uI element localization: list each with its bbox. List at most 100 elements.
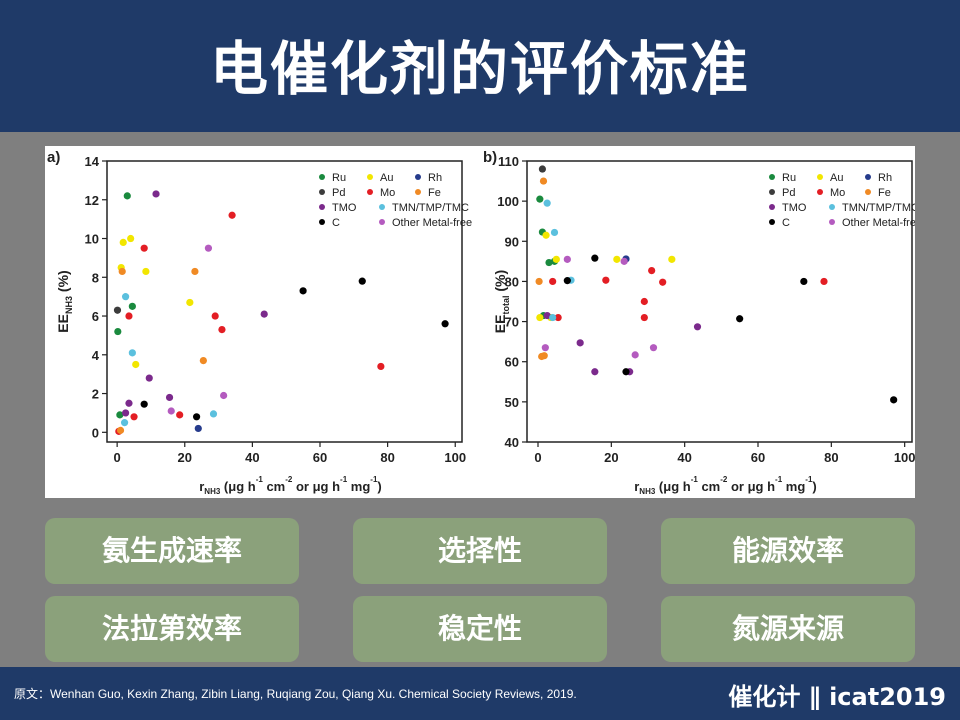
- data-point: [540, 352, 548, 360]
- x-tick-label: 20: [604, 450, 618, 465]
- y-tick-label: 60: [505, 355, 519, 370]
- data-point: [140, 244, 148, 252]
- x-tick-label: 60: [313, 450, 327, 465]
- legend-marker: [415, 174, 421, 180]
- panel-label: b): [483, 149, 497, 166]
- data-point: [121, 293, 130, 301]
- legend-label: Au: [830, 172, 843, 184]
- legend-marker: [817, 189, 823, 195]
- x-tick-label: 40: [245, 450, 259, 465]
- legend-label: Rh: [878, 172, 892, 184]
- legend-label: Pd: [782, 187, 795, 199]
- data-point: [218, 326, 226, 334]
- legend-marker: [769, 174, 775, 180]
- x-tick-label: 0: [114, 450, 121, 465]
- data-point: [545, 258, 553, 267]
- data-point: [125, 312, 133, 320]
- data-point: [165, 393, 174, 402]
- data-point: [536, 313, 544, 322]
- data-point: [549, 313, 557, 322]
- y-tick-label: 12: [85, 193, 99, 208]
- data-point: [563, 277, 571, 285]
- data-point: [535, 277, 543, 286]
- data-point: [120, 419, 129, 427]
- y-tick-label: 8: [92, 270, 99, 285]
- legend-label: Ru: [332, 172, 346, 184]
- data-point: [113, 306, 122, 314]
- x-axis-label: rNH3​ (μg h-1​ cm-2​ or μg h-1​ mg-1​): [634, 475, 817, 496]
- data-point: [620, 257, 628, 265]
- data-point: [192, 413, 201, 421]
- panel-label: a): [47, 149, 60, 166]
- nh3-rate-button[interactable]: 氨生成速率: [45, 518, 299, 584]
- data-point: [116, 411, 124, 419]
- plot-frame: [106, 160, 463, 443]
- legend-marker: [829, 219, 835, 225]
- data-point: [152, 190, 160, 198]
- legend-marker: [367, 174, 373, 180]
- data-point: [640, 313, 648, 322]
- legend-marker: [319, 219, 325, 225]
- nitrogen-source-button[interactable]: 氮源来源: [661, 596, 915, 662]
- legend-marker: [415, 189, 421, 195]
- chart-b: b) 0 20 40 60 80 100 40 50 60 70 80 90 100 110 rNH3​ (μ…: [483, 149, 915, 496]
- y-tick-label: 110: [498, 154, 519, 169]
- data-point: [538, 165, 546, 173]
- legend-marker: [319, 174, 325, 180]
- data-point: [622, 368, 630, 376]
- data-point: [659, 278, 667, 286]
- legend-label: Ru: [782, 172, 796, 184]
- y-tick-label: 2: [92, 387, 99, 402]
- data-point: [542, 231, 550, 239]
- data-point: [121, 409, 130, 417]
- legend-marker: [379, 219, 385, 225]
- data-point: [128, 349, 136, 357]
- energy-efficiency-button[interactable]: 能源效率: [661, 518, 915, 584]
- legend-label: Other Metal-free: [392, 217, 472, 229]
- legend-marker: [367, 189, 373, 195]
- y-tick-label: 90: [505, 234, 519, 249]
- data-point: [145, 374, 153, 382]
- data-point: [563, 255, 571, 263]
- footer-bar: 原文：Wenhan Guo, Kexin Zhang, Zibin Liang,…: [0, 667, 960, 720]
- data-point: [132, 360, 140, 369]
- stability-button[interactable]: 稳定性: [353, 596, 607, 662]
- legend-label: C: [782, 217, 790, 229]
- legend-marker: [829, 204, 835, 210]
- y-axis-label: EEtotal (%): [492, 270, 511, 333]
- data-point: [668, 255, 676, 263]
- brand-logo: 催化计 ∥ icat2019: [728, 683, 946, 711]
- x-tick-label: 60: [751, 450, 765, 465]
- y-tick-label: 14: [85, 154, 100, 169]
- legend: Ru Au Rh Pd Mo Fe TMO TMN/TMP/TMC C Other Metal-f…: [319, 172, 472, 229]
- y-tick-label: 4: [92, 348, 100, 363]
- data-point: [576, 339, 584, 347]
- y-axis-label: EENH3 (%): [55, 270, 74, 332]
- title-banner: 电催化剂的评价标准: [0, 0, 960, 132]
- selectivity-button[interactable]: 选择性: [353, 518, 607, 584]
- data-point: [228, 211, 236, 219]
- data-point: [119, 238, 127, 246]
- legend-label: TMN/TMP/TMC: [842, 202, 915, 214]
- legend-label: Fe: [428, 187, 441, 199]
- data-point: [631, 351, 639, 359]
- legend-marker: [319, 189, 325, 195]
- data-point: [116, 426, 125, 434]
- legend-label: Pd: [332, 187, 345, 199]
- y-tick-label: 6: [92, 309, 99, 324]
- data-point: [140, 400, 148, 408]
- data-point: [539, 177, 548, 185]
- chart-a: a) 0 20 40 60 80 100 0 2 4 6 8 10 12 14 rNH3​ (μg h-1​ …: [47, 149, 472, 496]
- x-tick-label: 80: [380, 450, 394, 465]
- legend-label: Fe: [878, 187, 891, 199]
- data-point: [648, 266, 656, 275]
- data-point: [128, 302, 136, 310]
- data-point: [541, 344, 549, 352]
- data-point: [640, 297, 648, 306]
- data-point: [736, 315, 744, 323]
- charts-svg: a) 0 20 40 60 80 100 0 2 4 6 8 10 12 14 rNH3​ (μg h-1​ …: [47, 149, 915, 496]
- faradaic-efficiency-button[interactable]: 法拉第效率: [45, 596, 299, 662]
- legend-label: TMO: [782, 202, 807, 214]
- x-tick-label: 40: [677, 450, 691, 465]
- data-point: [554, 313, 562, 322]
